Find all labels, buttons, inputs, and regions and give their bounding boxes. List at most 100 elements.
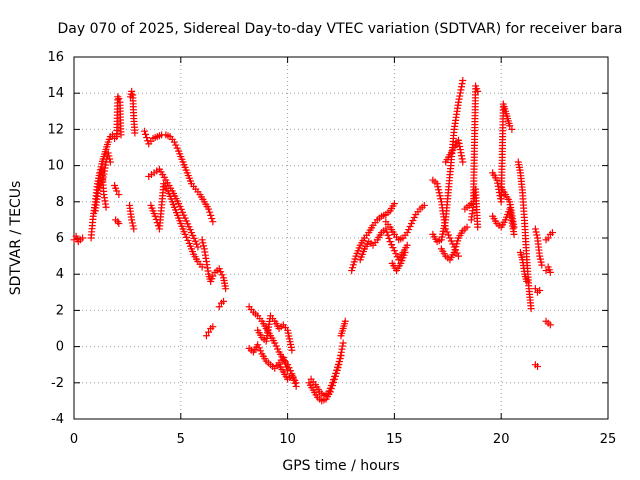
data-point [332,369,340,377]
series-seg-22h-c [542,317,554,329]
data-point [199,239,207,247]
series-seg-11h-b [307,352,345,399]
data-point [446,234,454,242]
data-point [184,236,192,244]
data-point [410,213,418,221]
data-point [104,149,112,157]
series-seg-6h [198,236,230,293]
data-point [115,95,123,103]
data-point [445,231,453,239]
series-seg-22h-b [542,263,554,276]
data-point [207,211,215,219]
series-seg-17h-b [429,176,462,260]
data-point [202,332,210,340]
series-seg-2h-low2 [112,216,123,228]
data-point [458,152,466,160]
series-seg-3h [140,127,217,226]
data-point [442,225,450,233]
series-seg-11h-c [337,317,349,340]
data-point [106,155,114,163]
series-seg-13h-c [382,201,428,244]
series-seg-13h-b [356,225,411,264]
data-point [456,142,464,150]
chart-title: Day 070 of 2025, Sidereal Day-to-day VTE… [57,21,622,37]
data-point [280,357,288,365]
axis-ticks: 0 5 10 15 20 25 -4 -2 0 2 4 6 8 10 12 14 16 [47,50,616,447]
data-point [142,130,150,138]
data-point [115,220,123,228]
data-point [454,136,462,144]
data-point [493,176,501,184]
data-point [382,225,390,233]
data-point [548,229,556,237]
data-point [389,244,397,252]
data-point [401,248,409,256]
data-point [455,95,463,103]
data-point [108,131,116,139]
data-point [455,139,463,147]
data-point [510,230,518,238]
y-tick-label: 0 [56,340,64,355]
series-seg-6h-b [202,323,217,340]
data-point [454,98,462,106]
data-point [523,277,531,285]
data-point [339,339,347,347]
data-point [508,125,516,133]
data-point [129,222,137,230]
data-point [271,339,279,347]
data-point [284,366,292,374]
series-seg-2h-low [111,182,123,199]
data-point [392,250,400,258]
data-point [494,179,502,187]
data-point [198,236,206,244]
x-tick-label: 0 [70,432,78,447]
data-point [209,323,217,331]
data-point [331,372,339,380]
data-point [435,189,443,197]
y-tick-label: 8 [56,195,64,210]
data-point [140,127,148,135]
data-point [113,187,121,195]
data-point [474,87,482,95]
series-seg-6h-c [215,297,228,311]
data-point [79,234,87,242]
series-seg-13h [348,200,398,275]
series-seg-rise-1 [87,131,116,242]
data-point [506,122,514,130]
data-point [205,205,213,213]
data-point [459,158,467,166]
data-point [337,352,345,360]
data-point [151,212,159,220]
data-point [456,89,464,97]
data-point [388,241,396,249]
series-seg-13h-d [388,248,409,275]
data-point [420,201,428,209]
series-seg-2_8h-low [126,201,138,233]
data-point [536,255,544,263]
data-point [532,228,540,236]
data-point [405,226,413,234]
series-seg-18h [461,82,482,213]
series-seg-22h [542,229,556,244]
data-point [205,328,213,336]
data-point [463,223,471,231]
series-seg-rise-1c [96,149,114,191]
data-point [328,379,336,387]
series-seg-17h-c [437,223,471,264]
data-point [170,138,178,146]
x-tick-label: 10 [279,432,296,447]
data-point [386,238,394,246]
data-point [406,223,414,231]
data-point [385,234,393,242]
data-point [407,220,415,228]
data-point [182,233,190,241]
data-point [474,223,482,231]
series-seg-21h-c [531,225,546,269]
data-point [70,236,78,244]
series-seg-8h-c [254,312,296,354]
data-point [546,321,554,329]
data-point [209,272,217,280]
y-tick-label: -4 [51,412,64,427]
data-point [456,146,464,154]
data-point [457,149,465,157]
